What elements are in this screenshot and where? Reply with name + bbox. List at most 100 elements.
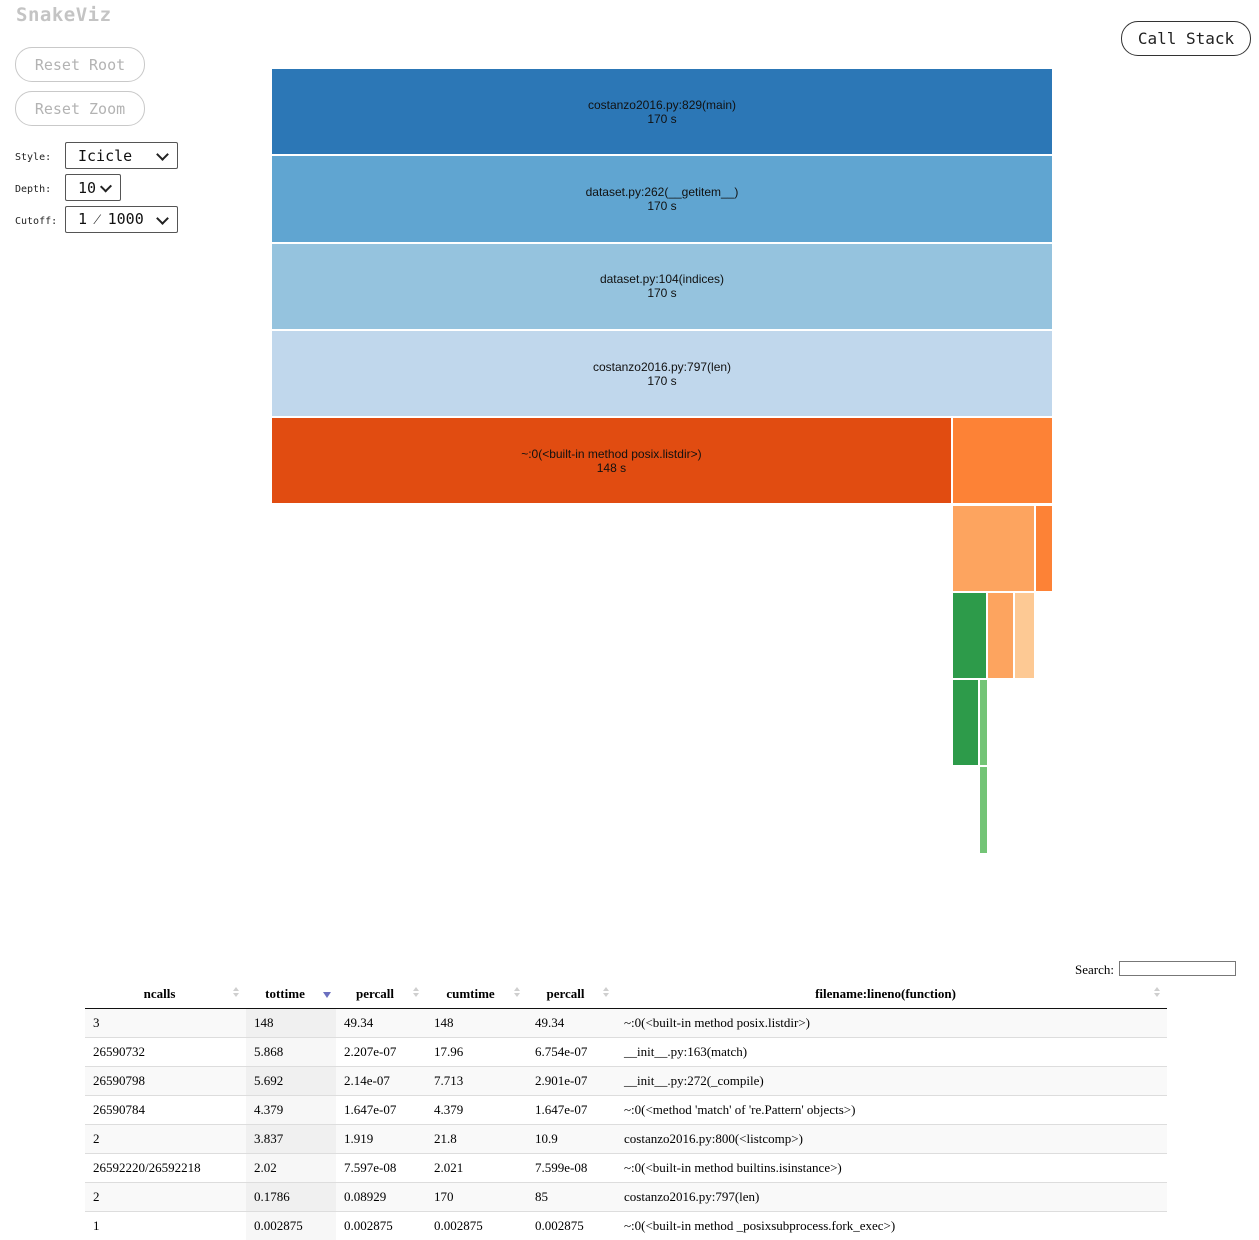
- table-cell: 85: [527, 1182, 616, 1212]
- call-stack-button[interactable]: Call Stack: [1121, 21, 1251, 56]
- icicle-bar-time: 170 s: [647, 198, 677, 213]
- column-header-label: cumtime: [446, 985, 495, 1001]
- cutoff-select[interactable]: 1 ⁄ 1000: [65, 206, 178, 233]
- table-cell: 2.14e-07: [336, 1066, 426, 1096]
- search-input[interactable]: [1119, 961, 1236, 976]
- table-cell: 7.713: [426, 1066, 527, 1096]
- icicle-bar[interactable]: [978, 766, 988, 854]
- table-cell: 170: [426, 1182, 527, 1212]
- table-cell: 4.379: [246, 1095, 336, 1125]
- table-cell: 21.8: [426, 1124, 527, 1154]
- table-cell: 26590798: [85, 1066, 246, 1096]
- icicle-chart: costanzo2016.py:829(main) 170 s dataset.py…: [271, 68, 1053, 854]
- table-cell: 2.021: [426, 1153, 527, 1183]
- reset-zoom-button[interactable]: Reset Zoom: [15, 91, 145, 126]
- app-title: SnakeViz: [16, 4, 112, 26]
- table-cell: 6.754e-07: [527, 1037, 616, 1067]
- table-row[interactable]: 2 3.837 1.919 21.8 10.9 costanzo2016.py:800(<…: [85, 1124, 1167, 1154]
- table-cell: 5.868: [246, 1037, 336, 1067]
- style-select[interactable]: Icicle: [65, 142, 178, 169]
- table-cell: 26592220/26592218: [85, 1153, 246, 1183]
- table-row[interactable]: 3 148 49.34 148 49.34 ~:0(<built-in method po…: [85, 1008, 1167, 1038]
- depth-select-value: 10: [78, 178, 97, 197]
- table-cell: 26590784: [85, 1095, 246, 1125]
- column-header-label: percall: [355, 985, 395, 1001]
- table-cell: 17.96: [426, 1037, 527, 1067]
- table-cell: costanzo2016.py:797(len): [616, 1182, 1167, 1212]
- stats-table-container: ncalls tottime percall cumtime percall filena…: [85, 979, 1167, 1240]
- icicle-bar-label: dataset.py:104(indices): [599, 272, 725, 287]
- table-row[interactable]: 1 0.002875 0.002875 0.002875 0.002875 ~:0(<bu…: [85, 1211, 1167, 1240]
- column-header[interactable]: filename:lineno(function): [616, 979, 1167, 1009]
- table-cell: 26590732: [85, 1037, 246, 1067]
- icicle-bar[interactable]: ~:0(<built-in method posix.listdir>) 148 …: [271, 417, 952, 505]
- cutoff-select-value: 1 ⁄ 1000: [78, 210, 144, 228]
- table-cell: 2: [85, 1182, 246, 1212]
- icicle-bar[interactable]: costanzo2016.py:797(len) 170 s: [271, 329, 1053, 418]
- icicle-bar-label: costanzo2016.py:797(len): [592, 359, 732, 374]
- icicle-bar[interactable]: dataset.py:262(__getitem__) 170 s: [271, 155, 1053, 243]
- icicle-bar[interactable]: [951, 417, 1053, 505]
- table-cell: 1.647e-07: [336, 1095, 426, 1125]
- table-cell: 0.1786: [246, 1182, 336, 1212]
- table-cell: ~:0(<method 'match' of 're.Pattern' obje…: [616, 1095, 1167, 1125]
- table-cell: 2.901e-07: [527, 1066, 616, 1096]
- depth-select[interactable]: 10: [65, 174, 121, 201]
- icicle-bar[interactable]: [1014, 591, 1035, 680]
- table-cell: 3.837: [246, 1124, 336, 1154]
- style-select-value: Icicle: [78, 146, 133, 165]
- table-cell: 5.692: [246, 1066, 336, 1096]
- depth-label: Depth:: [15, 184, 52, 195]
- sort-icon: [233, 987, 240, 999]
- table-cell: 4.379: [426, 1095, 527, 1125]
- icicle-bar[interactable]: [987, 591, 1015, 680]
- sort-icon: [1154, 987, 1161, 999]
- table-cell: 1.647e-07: [527, 1095, 616, 1125]
- column-header[interactable]: percall: [527, 979, 616, 1009]
- reset-root-button[interactable]: Reset Root: [15, 47, 145, 82]
- table-cell: 1.919: [336, 1124, 426, 1154]
- table-row[interactable]: 26590732 5.868 2.207e-07 17.96 6.754e-07 __in…: [85, 1037, 1167, 1067]
- icicle-bar-label: ~:0(<built-in method posix.listdir>): [521, 446, 702, 461]
- table-cell: 2.207e-07: [336, 1037, 426, 1067]
- icicle-bar[interactable]: [951, 679, 979, 767]
- sort-icon: [603, 987, 610, 999]
- icicle-bar-label: costanzo2016.py:829(main): [587, 97, 737, 112]
- table-cell: ~:0(<built-in method _posixsubprocess.fo…: [616, 1211, 1167, 1240]
- table-cell: ~:0(<built-in method builtins.isinstance…: [616, 1153, 1167, 1183]
- sort-icon: [413, 987, 420, 999]
- icicle-bar[interactable]: [978, 679, 988, 767]
- table-cell: 1: [85, 1211, 246, 1240]
- icicle-bar[interactable]: [1034, 504, 1053, 592]
- table-cell: 0.002875: [246, 1211, 336, 1240]
- table-cell: 0.08929: [336, 1182, 426, 1212]
- table-row[interactable]: 26592220/26592218 2.02 7.597e-08 2.021 7.599…: [85, 1153, 1167, 1183]
- icicle-bar[interactable]: dataset.py:104(indices) 170 s: [271, 242, 1053, 330]
- icicle-bar-time: 170 s: [647, 286, 677, 301]
- column-header[interactable]: percall: [336, 979, 426, 1009]
- table-row[interactable]: 2 0.1786 0.08929 170 85 costanzo2016.py:797(l…: [85, 1182, 1167, 1212]
- column-header-label: percall: [546, 985, 585, 1001]
- table-row[interactable]: 26590784 4.379 1.647e-07 4.379 1.647e-07 ~:0(…: [85, 1095, 1167, 1125]
- column-header[interactable]: cumtime: [426, 979, 527, 1009]
- icicle-bar[interactable]: [951, 591, 988, 680]
- table-cell: 0.002875: [336, 1211, 426, 1240]
- icicle-bar[interactable]: costanzo2016.py:829(main) 170 s: [271, 68, 1053, 156]
- column-header[interactable]: ncalls: [85, 979, 246, 1009]
- table-cell: 0.002875: [426, 1211, 527, 1240]
- column-header-label: ncalls: [143, 985, 176, 1001]
- table-cell: 2: [85, 1124, 246, 1154]
- icicle-bar-label: dataset.py:262(__getitem__): [585, 184, 739, 199]
- table-cell: 2.02: [246, 1153, 336, 1183]
- table-cell: 3: [85, 1008, 246, 1038]
- search-label: Search:: [1075, 962, 1114, 977]
- table-cell: 0.002875: [527, 1211, 616, 1240]
- icicle-bar[interactable]: [951, 504, 1035, 592]
- icicle-bar-time: 170 s: [647, 373, 677, 388]
- table-cell: __init__.py:272(_compile): [616, 1066, 1167, 1096]
- column-header-label: tottime: [265, 985, 305, 1001]
- table-cell: 7.599e-08: [527, 1153, 616, 1183]
- table-cell: 49.34: [527, 1008, 616, 1038]
- column-header[interactable]: tottime: [246, 979, 336, 1009]
- table-row[interactable]: 26590798 5.692 2.14e-07 7.713 2.901e-07 __ini…: [85, 1066, 1167, 1096]
